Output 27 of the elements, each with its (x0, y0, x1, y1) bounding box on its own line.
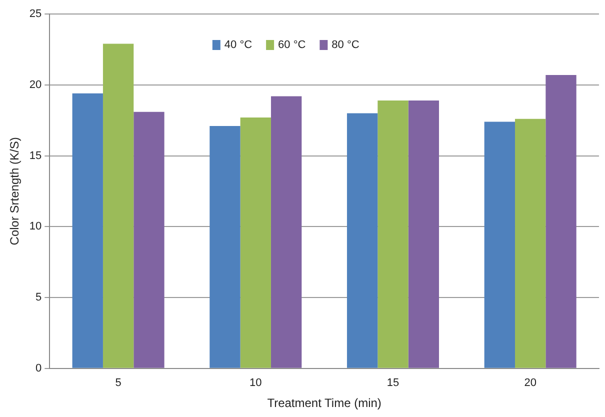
y-tick-label: 25 (29, 8, 42, 20)
bar (210, 126, 240, 368)
legend-label: 40 °C (224, 39, 252, 52)
bar (270, 96, 302, 368)
bar (240, 117, 271, 368)
x-axis-title: Treatment Time (min) (267, 396, 382, 410)
bar (378, 100, 408, 368)
y-tick-label: 5 (36, 292, 42, 304)
legend-label: 60 °C (278, 39, 306, 52)
bar (346, 113, 378, 368)
y-tick-label: 0 (36, 362, 42, 374)
bar (408, 100, 439, 368)
legend-label: 80 °C (332, 39, 360, 52)
x-tick-label: 20 (524, 377, 536, 390)
bar (102, 44, 134, 368)
x-tick-label: 15 (386, 377, 400, 390)
x-tick-label: 10 (250, 377, 262, 390)
bar (484, 122, 515, 368)
y-tick-label: 10 (29, 220, 42, 233)
bar (134, 112, 164, 368)
y-tick-label: 15 (29, 150, 42, 162)
bar (546, 74, 576, 368)
bar (72, 93, 103, 368)
x-tick-label: 5 (115, 377, 122, 390)
y-tick-label: 20 (29, 78, 42, 91)
y-axis-title: Color Srtength (K/S) (8, 137, 22, 246)
bar (514, 118, 546, 368)
